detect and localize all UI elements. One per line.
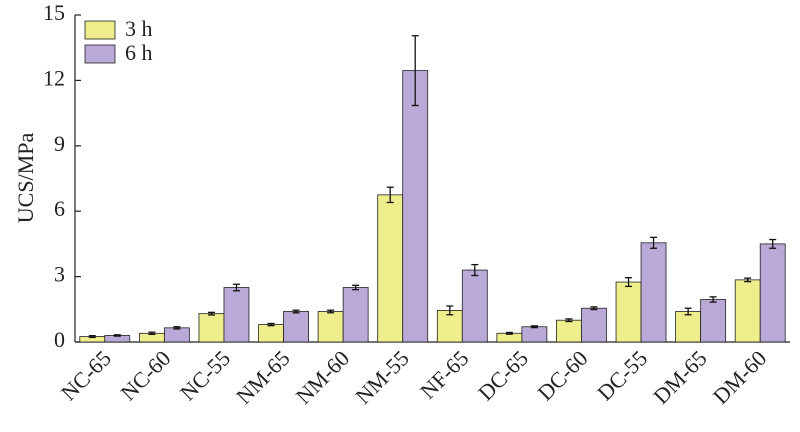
bar: [258, 324, 284, 343]
x-tick-label: NC-60: [115, 345, 175, 405]
x-tick-label: NC-65: [56, 345, 116, 405]
error-bar: [386, 186, 394, 204]
legend-swatch: [84, 44, 116, 64]
bar: [342, 287, 369, 343]
bar: [283, 311, 309, 343]
bar: [734, 279, 761, 343]
bar: [759, 243, 786, 343]
y-tick-label: 12: [43, 65, 65, 90]
error-bar: [471, 263, 479, 277]
x-tick-label: DC-60: [533, 345, 593, 405]
legend-swatch: [84, 20, 116, 40]
error-bar: [709, 296, 717, 303]
error-bar: [232, 283, 240, 292]
error-bar: [625, 277, 633, 288]
legend-label: 6 h: [125, 40, 153, 65]
x-tick-label: NC-55: [175, 345, 235, 405]
x-tick-label: DM-60: [708, 345, 771, 408]
bar: [223, 287, 250, 343]
y-tick-label: 15: [43, 0, 65, 25]
x-tick-label: DC-55: [592, 345, 652, 405]
error-bar: [590, 306, 598, 311]
y-axis-label: UCS/MPa: [13, 133, 38, 224]
error-bar: [148, 331, 156, 336]
bar: [377, 194, 404, 343]
bar: [436, 309, 463, 343]
bar: [198, 313, 225, 343]
bar: [640, 242, 667, 343]
error-bar: [446, 305, 454, 316]
bar: [615, 281, 642, 343]
x-tick-label: NM-55: [350, 345, 413, 408]
error-bar: [565, 318, 573, 323]
error-bar: [744, 277, 752, 283]
error-bar: [684, 307, 692, 316]
bar: [521, 326, 548, 343]
y-tick-label: 9: [54, 131, 65, 156]
y-tick-label: 0: [54, 327, 65, 352]
x-tick-label: NM-60: [291, 345, 354, 408]
y-tick-label: 3: [54, 262, 65, 287]
error-bar: [207, 311, 215, 316]
error-bar: [505, 331, 513, 335]
error-bar: [292, 309, 300, 314]
error-bar: [352, 284, 360, 291]
x-tick-label: DM-65: [648, 345, 711, 408]
x-tick-label: DC-65: [473, 345, 533, 405]
x-tick-label: NF-65: [415, 345, 473, 403]
bar: [402, 70, 429, 343]
bar: [556, 319, 582, 343]
error-bar: [327, 309, 335, 314]
error-bar: [88, 335, 96, 339]
x-tick-label: NM-65: [231, 345, 294, 408]
bar: [675, 311, 702, 343]
bar: [581, 307, 607, 343]
error-bar: [113, 334, 121, 337]
bar: [163, 327, 190, 343]
y-tick-label: 6: [54, 196, 65, 221]
bar: [317, 311, 344, 343]
bar: [461, 269, 488, 343]
error-bar: [173, 326, 181, 330]
error-bar: [411, 35, 419, 107]
error-bar: [530, 325, 538, 329]
error-bar: [650, 236, 658, 249]
bar: [700, 299, 727, 343]
error-bar: [267, 322, 275, 327]
legend-label: 3 h: [125, 16, 153, 41]
error-bar: [769, 238, 777, 249]
